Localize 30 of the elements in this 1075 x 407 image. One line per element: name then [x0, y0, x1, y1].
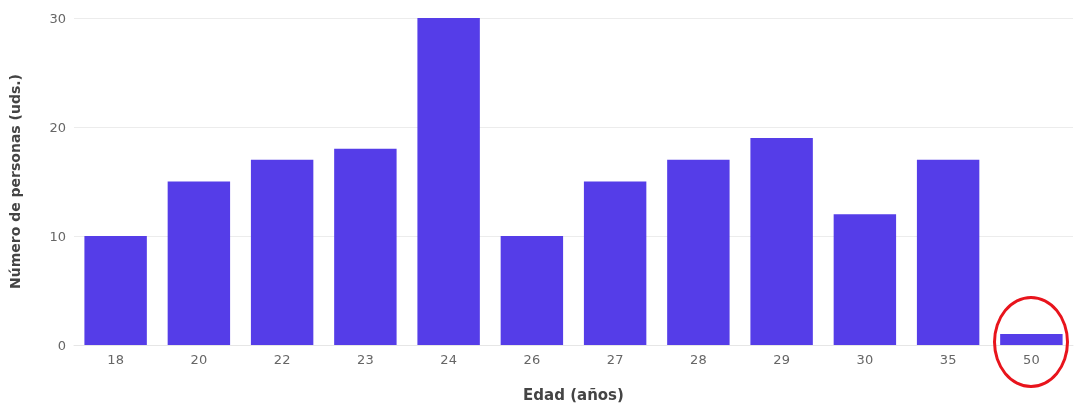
bar: [500, 236, 564, 345]
y-tick-label: 0: [57, 337, 66, 353]
y-tick-label: 30: [49, 10, 66, 26]
bar: [417, 18, 480, 345]
x-tick-label: 22: [273, 352, 291, 367]
y-tick-label: 20: [49, 119, 66, 135]
bar: [667, 159, 730, 345]
bar: [833, 214, 897, 345]
x-tick-label: 50: [1023, 352, 1040, 367]
x-tick-label: 35: [939, 352, 957, 367]
bar: [1000, 334, 1063, 345]
y-axis-title: Número de personas (uds.): [7, 74, 23, 289]
x-tick-label: 30: [856, 352, 874, 367]
x-tick-label: 24: [440, 352, 457, 367]
bar: [916, 159, 980, 345]
bar: [84, 236, 147, 345]
x-tick-label: 23: [357, 352, 374, 367]
bar: [583, 181, 647, 345]
bar: [167, 181, 231, 345]
x-tick-label: 26: [523, 352, 541, 367]
x-tick-label: 20: [190, 352, 208, 367]
x-axis-title: Edad (años): [523, 385, 624, 404]
bar: [250, 159, 314, 345]
y-tick-label: 10: [49, 228, 66, 244]
bar: [750, 137, 813, 345]
x-tick-label: 27: [606, 352, 624, 367]
x-tick-label: 18: [107, 352, 124, 367]
bar: [334, 148, 397, 345]
x-tick-label: 29: [773, 352, 790, 367]
x-tick-label: 28: [690, 352, 707, 367]
